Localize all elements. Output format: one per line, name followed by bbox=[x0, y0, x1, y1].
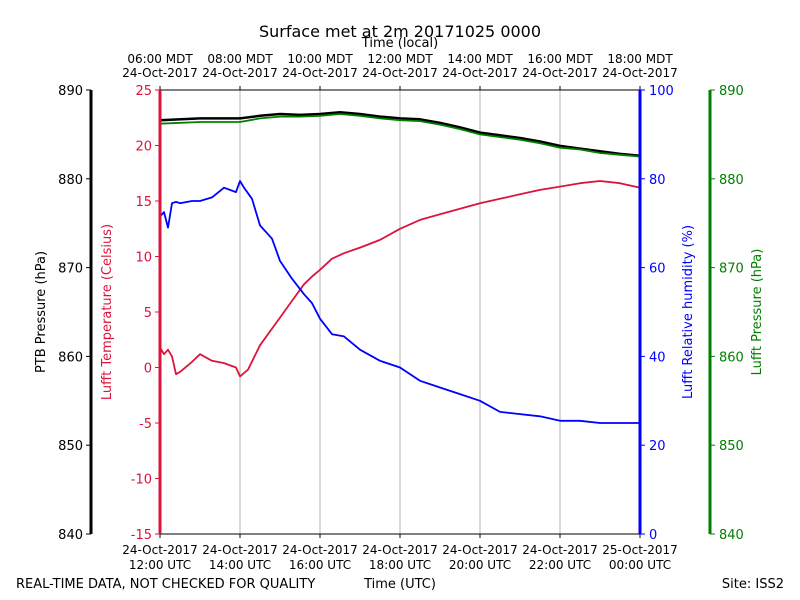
temperature-tick-label-1: -10 bbox=[131, 473, 152, 488]
utc-tick-time-5: 22:00 UTC bbox=[529, 558, 591, 572]
ptb_pressure-tick-label-2: 860 bbox=[58, 350, 83, 365]
local-tick-date-3: 24-Oct-2017 bbox=[362, 66, 438, 80]
ptb_pressure-tick-label-1: 850 bbox=[58, 439, 83, 454]
humidity-series-line bbox=[159, 180, 640, 424]
series-layer bbox=[159, 110, 641, 424]
temperature-tick-label-4: 5 bbox=[144, 306, 152, 321]
local-tick-time-5: 16:00 MDT bbox=[527, 52, 593, 66]
temperature-tick-label-5: 10 bbox=[135, 251, 152, 266]
temperature-tick-label-8: 25 bbox=[135, 84, 152, 99]
utc-tick-time-1: 14:00 UTC bbox=[209, 558, 271, 572]
humidity-tick-label-1: 20 bbox=[649, 439, 666, 454]
ptb_pressure-tick-label-3: 870 bbox=[58, 262, 83, 277]
utc-tick-date-2: 24-Oct-2017 bbox=[282, 543, 358, 557]
ptb_pressure-tick-label-0: 840 bbox=[58, 528, 83, 543]
footer-quality-note: REAL-TIME DATA, NOT CHECKED FOR QUALITY bbox=[16, 577, 315, 592]
ptb_pressure-series-line bbox=[159, 110, 641, 157]
local-tick-date-5: 24-Oct-2017 bbox=[522, 66, 598, 80]
humidity-tick-label-3: 60 bbox=[649, 262, 666, 277]
local-tick-time-3: 12:00 MDT bbox=[367, 52, 433, 66]
lufft_pressure-tick-label-0: 840 bbox=[719, 528, 744, 543]
local-tick-time-1: 08:00 MDT bbox=[207, 52, 273, 66]
utc-tick-time-3: 18:00 UTC bbox=[369, 558, 431, 572]
local-tick-date-1: 24-Oct-2017 bbox=[202, 66, 278, 80]
utc-tick-date-0: 24-Oct-2017 bbox=[122, 543, 198, 557]
humidity-tick-label-0: 0 bbox=[649, 528, 657, 543]
temperature-tick-label-6: 15 bbox=[135, 195, 152, 210]
utc-tick-date-3: 24-Oct-2017 bbox=[362, 543, 438, 557]
humidity-axis-label: Lufft Relative humidity (%) bbox=[681, 225, 696, 399]
temperature-tick-label-7: 20 bbox=[135, 140, 152, 155]
humidity-tick-label-5: 100 bbox=[649, 84, 674, 99]
local-tick-date-4: 24-Oct-2017 bbox=[442, 66, 518, 80]
utc-tick-time-4: 20:00 UTC bbox=[449, 558, 511, 572]
utc-tick-time-2: 16:00 UTC bbox=[289, 558, 351, 572]
lufft_pressure-tick-label-1: 850 bbox=[719, 439, 744, 454]
footer-site: Site: ISS2 bbox=[722, 577, 784, 592]
ptb-pressure-axis-label: PTB Pressure (hPa) bbox=[34, 251, 49, 373]
temperature-tick-label-2: -5 bbox=[139, 417, 152, 432]
chart-title: Surface met at 2m 20171025 0000 bbox=[259, 22, 541, 41]
lufft_pressure-tick-label-5: 890 bbox=[719, 84, 744, 99]
local-tick-date-6: 24-Oct-2017 bbox=[602, 66, 678, 80]
local-tick-date-0: 24-Oct-2017 bbox=[122, 66, 198, 80]
local-tick-time-6: 18:00 MDT bbox=[607, 52, 673, 66]
lufft_pressure-tick-label-2: 860 bbox=[719, 350, 744, 365]
ptb_pressure-tick-label-4: 880 bbox=[58, 173, 83, 188]
local-tick-time-0: 06:00 MDT bbox=[127, 52, 193, 66]
utc-tick-time-0: 12:00 UTC bbox=[129, 558, 191, 572]
local-tick-date-2: 24-Oct-2017 bbox=[282, 66, 358, 80]
lufft-pressure-axis-label: Lufft Pressure (hPa) bbox=[750, 249, 765, 376]
lufft_pressure-series-line bbox=[159, 113, 641, 158]
ptb_pressure-tick-label-5: 890 bbox=[58, 84, 83, 99]
humidity-tick-label-2: 40 bbox=[649, 350, 666, 365]
top-axis-label: Time (local) bbox=[361, 36, 438, 51]
local-tick-time-4: 14:00 MDT bbox=[447, 52, 513, 66]
bottom-axis-label: Time (UTC) bbox=[363, 577, 436, 592]
utc-tick-time-6: 00:00 UTC bbox=[609, 558, 671, 572]
utc-tick-date-5: 24-Oct-2017 bbox=[522, 543, 598, 557]
utc-tick-date-4: 24-Oct-2017 bbox=[442, 543, 518, 557]
local-tick-time-2: 10:00 MDT bbox=[287, 52, 353, 66]
lufft_pressure-tick-label-3: 870 bbox=[719, 262, 744, 277]
utc-tick-date-1: 24-Oct-2017 bbox=[202, 543, 278, 557]
humidity-tick-label-4: 80 bbox=[649, 173, 666, 188]
grid bbox=[239, 90, 561, 534]
temperature-series-line bbox=[159, 180, 641, 378]
temperature-axis-label: Lufft Temperature (Celsius) bbox=[100, 224, 115, 400]
temperature-tick-label-0: -15 bbox=[131, 528, 152, 543]
utc-tick-date-6: 25-Oct-2017 bbox=[602, 543, 678, 557]
temperature-tick-label-3: 0 bbox=[144, 362, 152, 377]
lufft_pressure-tick-label-4: 880 bbox=[719, 173, 744, 188]
